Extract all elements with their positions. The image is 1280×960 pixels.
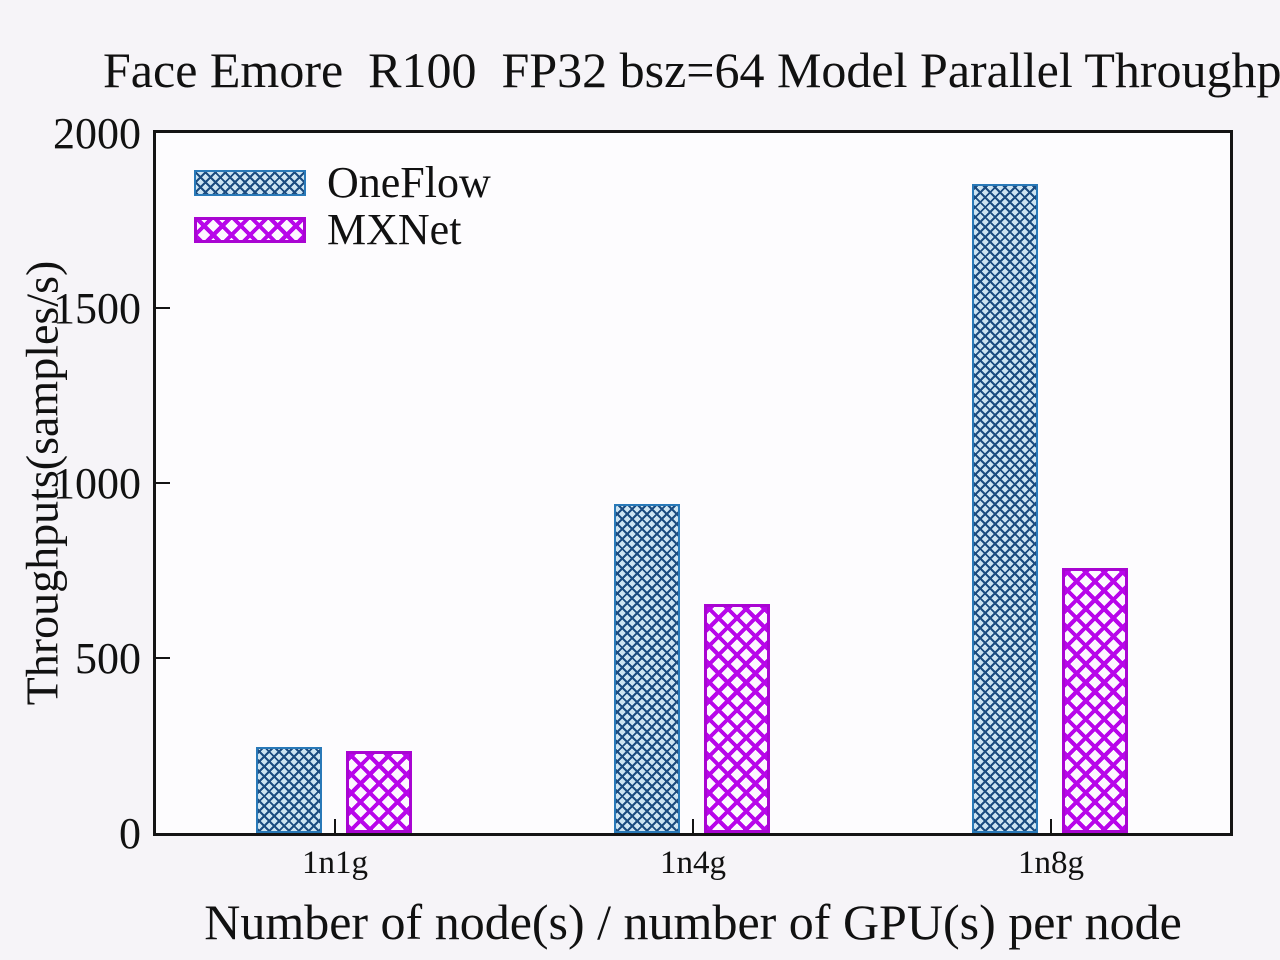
legend-label-mxnet: MXNet	[327, 205, 462, 254]
x-tick-label: 1n1g	[302, 845, 368, 881]
bar-mxnet-1n4g	[704, 603, 770, 833]
y-tick-label: 2000	[53, 109, 141, 158]
bar-mxnet-1n8g	[1062, 567, 1128, 833]
legend-label-oneflow: OneFlow	[327, 158, 491, 207]
x-tick	[334, 819, 336, 833]
x-axis-label: Number of node(s) / number of GPU(s) per…	[204, 894, 1182, 950]
bar-oneflow-1n4g	[614, 504, 680, 833]
y-tick	[156, 482, 170, 484]
bar-oneflow-1n8g	[972, 183, 1038, 833]
y-tick	[156, 657, 170, 659]
legend-swatch-mxnet	[194, 217, 306, 243]
x-tick-label: 1n8g	[1018, 845, 1084, 881]
legend-row-mxnet: MXNet	[194, 207, 461, 253]
legend-row-oneflow: OneFlow	[194, 160, 491, 206]
bar-oneflow-1n1g	[256, 747, 322, 833]
chart-title: Face Emore R100 FP32 bsz=64 Model Parall…	[103, 42, 1280, 98]
x-tick-label: 1n4g	[660, 845, 726, 881]
y-tick-label: 500	[75, 634, 141, 683]
y-tick-label: 1000	[53, 459, 141, 508]
bar-mxnet-1n1g	[346, 750, 412, 833]
y-tick	[156, 307, 170, 309]
x-tick	[692, 819, 694, 833]
legend-swatch-oneflow	[194, 170, 306, 196]
y-tick-label: 1500	[53, 284, 141, 333]
plot-area: OneFlow MXNet	[153, 130, 1233, 836]
x-tick	[1050, 819, 1052, 833]
y-tick-label: 0	[119, 809, 141, 858]
